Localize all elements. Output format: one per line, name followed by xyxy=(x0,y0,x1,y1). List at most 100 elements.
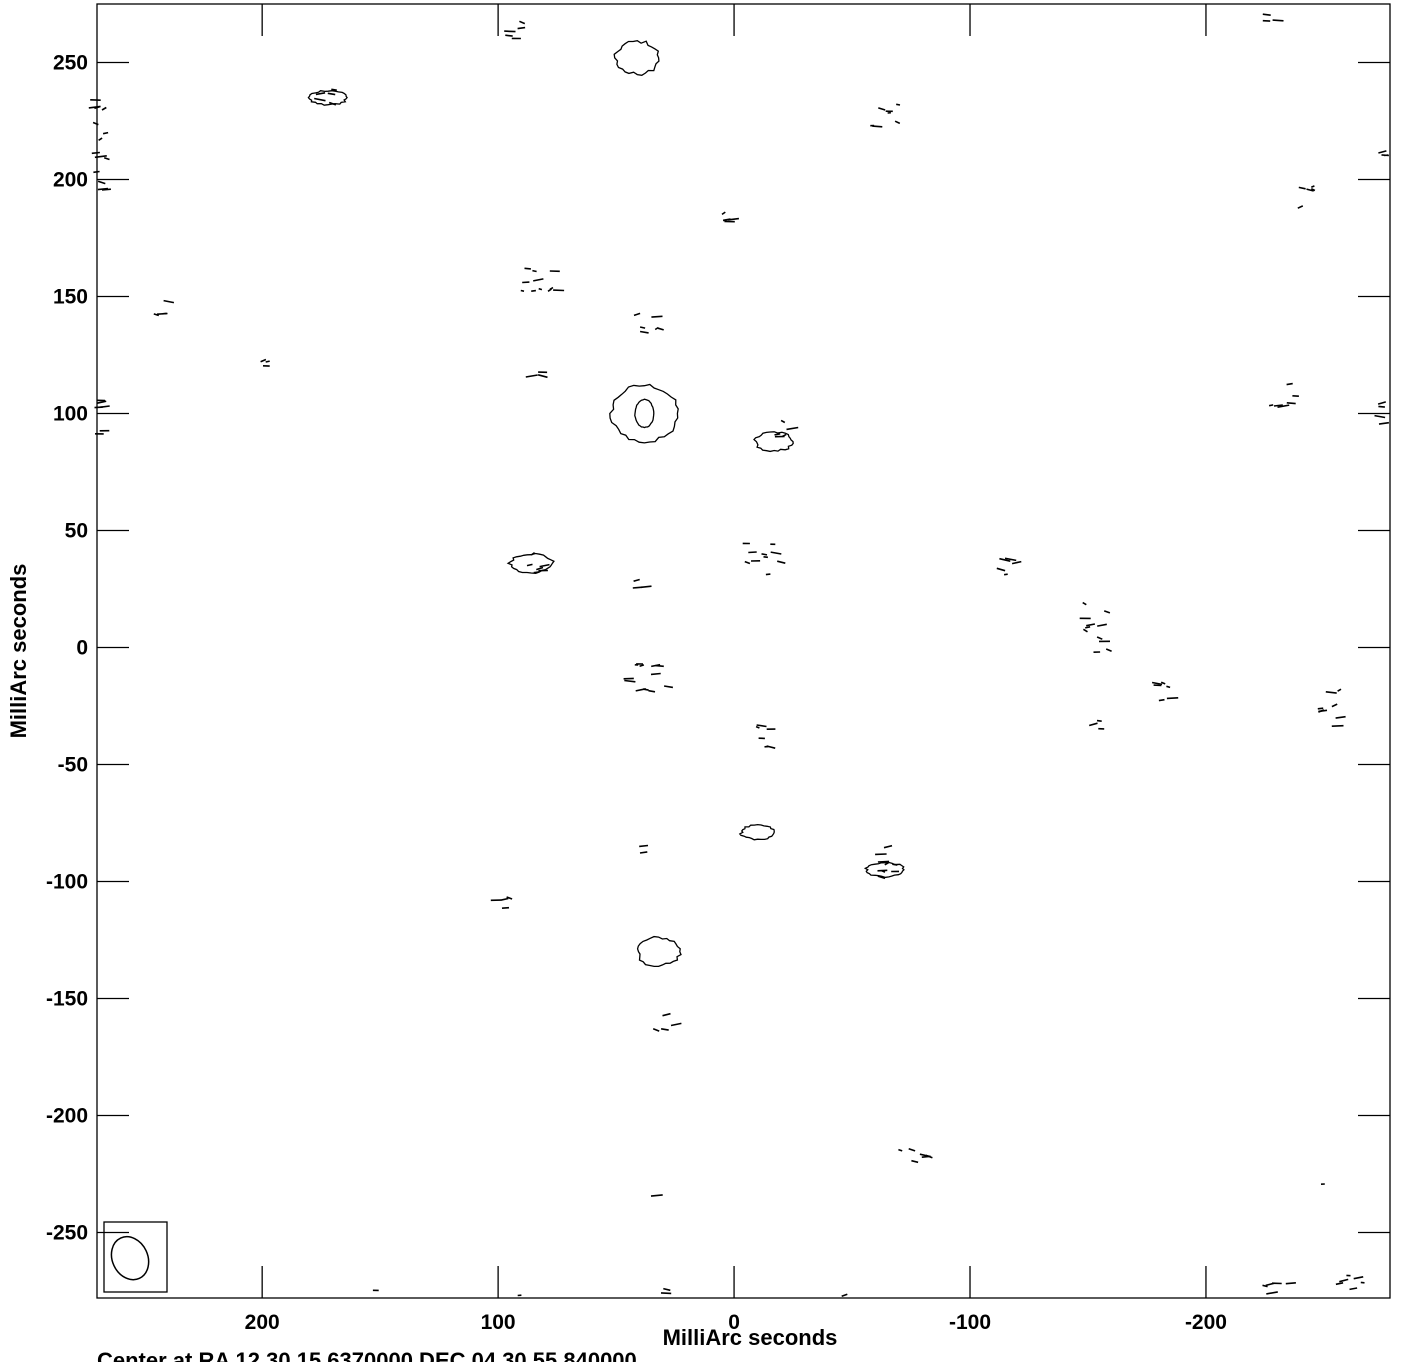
noise-contour-segment xyxy=(331,88,337,91)
noise-contour-segment xyxy=(721,211,726,216)
noise-contour-segment xyxy=(624,679,636,683)
noise-contour-cluster xyxy=(1374,401,1390,425)
noise-contour-segment xyxy=(925,1154,933,1159)
noise-contour-segment xyxy=(163,299,175,304)
noise-contour-cluster xyxy=(1262,1282,1296,1295)
noise-contour-segment xyxy=(1277,404,1290,408)
noise-contour-segment xyxy=(639,664,645,668)
noise-contour-segment xyxy=(894,120,901,125)
noise-contour-segment xyxy=(1325,691,1337,694)
noise-contour-segment xyxy=(1378,150,1387,154)
x-axis-title: MilliArc seconds xyxy=(663,1325,838,1350)
noise-contour-segment xyxy=(1003,573,1008,576)
noise-contour-segment xyxy=(639,330,649,334)
noise-contour-segment xyxy=(999,557,1011,562)
noise-contour-segment xyxy=(670,1022,682,1027)
noise-contour-segment xyxy=(101,106,107,111)
noise-contour-cluster xyxy=(660,1287,672,1295)
noise-contour-segment xyxy=(538,287,543,291)
noise-contour-segment xyxy=(640,585,652,589)
noise-contour-segment xyxy=(1262,1284,1268,1288)
noise-contour-segment xyxy=(663,685,674,689)
noise-contour-segment xyxy=(1103,610,1111,614)
y-tick-label: -150 xyxy=(46,987,88,1010)
noise-contour-segment xyxy=(1004,557,1017,562)
noise-contour-segment xyxy=(877,860,890,863)
noise-contour-segment xyxy=(642,688,649,691)
noise-contour-cluster xyxy=(1088,719,1105,730)
noise-contour-segment xyxy=(533,571,539,574)
noise-contour-segment xyxy=(327,92,336,96)
noise-contour-cluster xyxy=(774,419,799,438)
noise-contour-segment xyxy=(1166,685,1171,689)
noise-contour-segment xyxy=(520,289,525,292)
noise-contour-segment xyxy=(1097,623,1107,627)
noise-contour-segment xyxy=(94,105,101,110)
beam-ellipse xyxy=(110,1235,150,1281)
noise-contour-segment xyxy=(1268,404,1274,407)
noise-contour-cluster xyxy=(1079,601,1112,653)
noise-contour-segment xyxy=(97,180,106,185)
closed-contour xyxy=(753,431,794,453)
noise-contour-segment xyxy=(911,1159,919,1164)
noise-contour-cluster xyxy=(1335,1274,1365,1291)
x-axis-ticks: 200 100 0 -100 -200 xyxy=(245,4,1227,1334)
noise-contour-segment xyxy=(525,374,538,378)
noise-contour-segment xyxy=(761,553,768,556)
noise-contour-segment xyxy=(633,312,641,317)
noise-contour-cluster xyxy=(633,312,664,334)
noise-contour-segment xyxy=(639,844,649,848)
noise-contour-cluster xyxy=(898,1147,933,1164)
noise-contour-segment xyxy=(97,187,109,191)
noise-contour-cluster xyxy=(875,844,900,880)
noise-contour-segment xyxy=(549,286,554,290)
closed-contour xyxy=(307,90,348,106)
noise-contour-segment xyxy=(501,906,510,909)
noise-contour-segment xyxy=(744,560,751,565)
noise-contour-segment xyxy=(519,20,526,25)
noise-contour-segment xyxy=(500,897,509,901)
noise-contour-segment xyxy=(1082,628,1088,633)
noise-contour-segment xyxy=(328,101,337,106)
noise-contour-segment xyxy=(1262,13,1271,16)
noise-contour-segment xyxy=(727,217,739,221)
noise-contour-cluster xyxy=(1378,150,1389,157)
noise-contour-segment xyxy=(1286,402,1296,405)
noise-contour-segment xyxy=(632,586,643,589)
noise-contour-segment xyxy=(1335,1282,1344,1286)
noise-contour-cluster xyxy=(490,896,513,909)
noise-contour-cluster xyxy=(1268,382,1299,408)
noise-contour-cluster xyxy=(870,103,901,128)
noise-contour-segment xyxy=(657,327,664,331)
noise-contour-segment xyxy=(877,875,886,880)
noise-contour-cluster xyxy=(94,399,110,435)
noise-contour-segment xyxy=(536,566,544,571)
noise-contour-segment xyxy=(1318,709,1328,713)
closed-contour xyxy=(738,823,775,841)
noise-contour-segment xyxy=(663,1287,671,1292)
noise-contour-segment xyxy=(1086,623,1096,627)
noise-contour-segment xyxy=(996,567,1006,572)
y-tick-label: 100 xyxy=(53,402,88,425)
closed-contour xyxy=(613,40,660,76)
noise-contour-segment xyxy=(1337,688,1342,692)
noise-contour-segment xyxy=(98,137,103,141)
closed-contour xyxy=(636,935,682,968)
noise-contour-segment xyxy=(755,725,760,729)
noise-contour-cluster xyxy=(721,211,739,223)
beam-box xyxy=(103,1221,168,1293)
noise-contour-segment xyxy=(1374,414,1386,419)
noise-contour-segment xyxy=(93,170,100,174)
x-tick-label: -100 xyxy=(949,1311,991,1334)
noise-contour-segment xyxy=(1088,722,1098,727)
beam-ellipse-box xyxy=(103,1221,168,1293)
noise-contour-cluster xyxy=(632,578,652,589)
x-tick-label: 100 xyxy=(481,1311,516,1334)
y-tick-label: 0 xyxy=(76,636,88,659)
noise-contour-segment xyxy=(786,426,799,431)
y-tick-label: -200 xyxy=(46,1104,88,1127)
y-axis-ticks: 250 200 150 100 50 0 -50 -100 -150 -200 -250 xyxy=(46,51,1390,1244)
noise-contour-segment xyxy=(505,34,513,37)
noise-contour-segment xyxy=(1160,681,1166,685)
y-tick-label: 50 xyxy=(65,519,88,542)
